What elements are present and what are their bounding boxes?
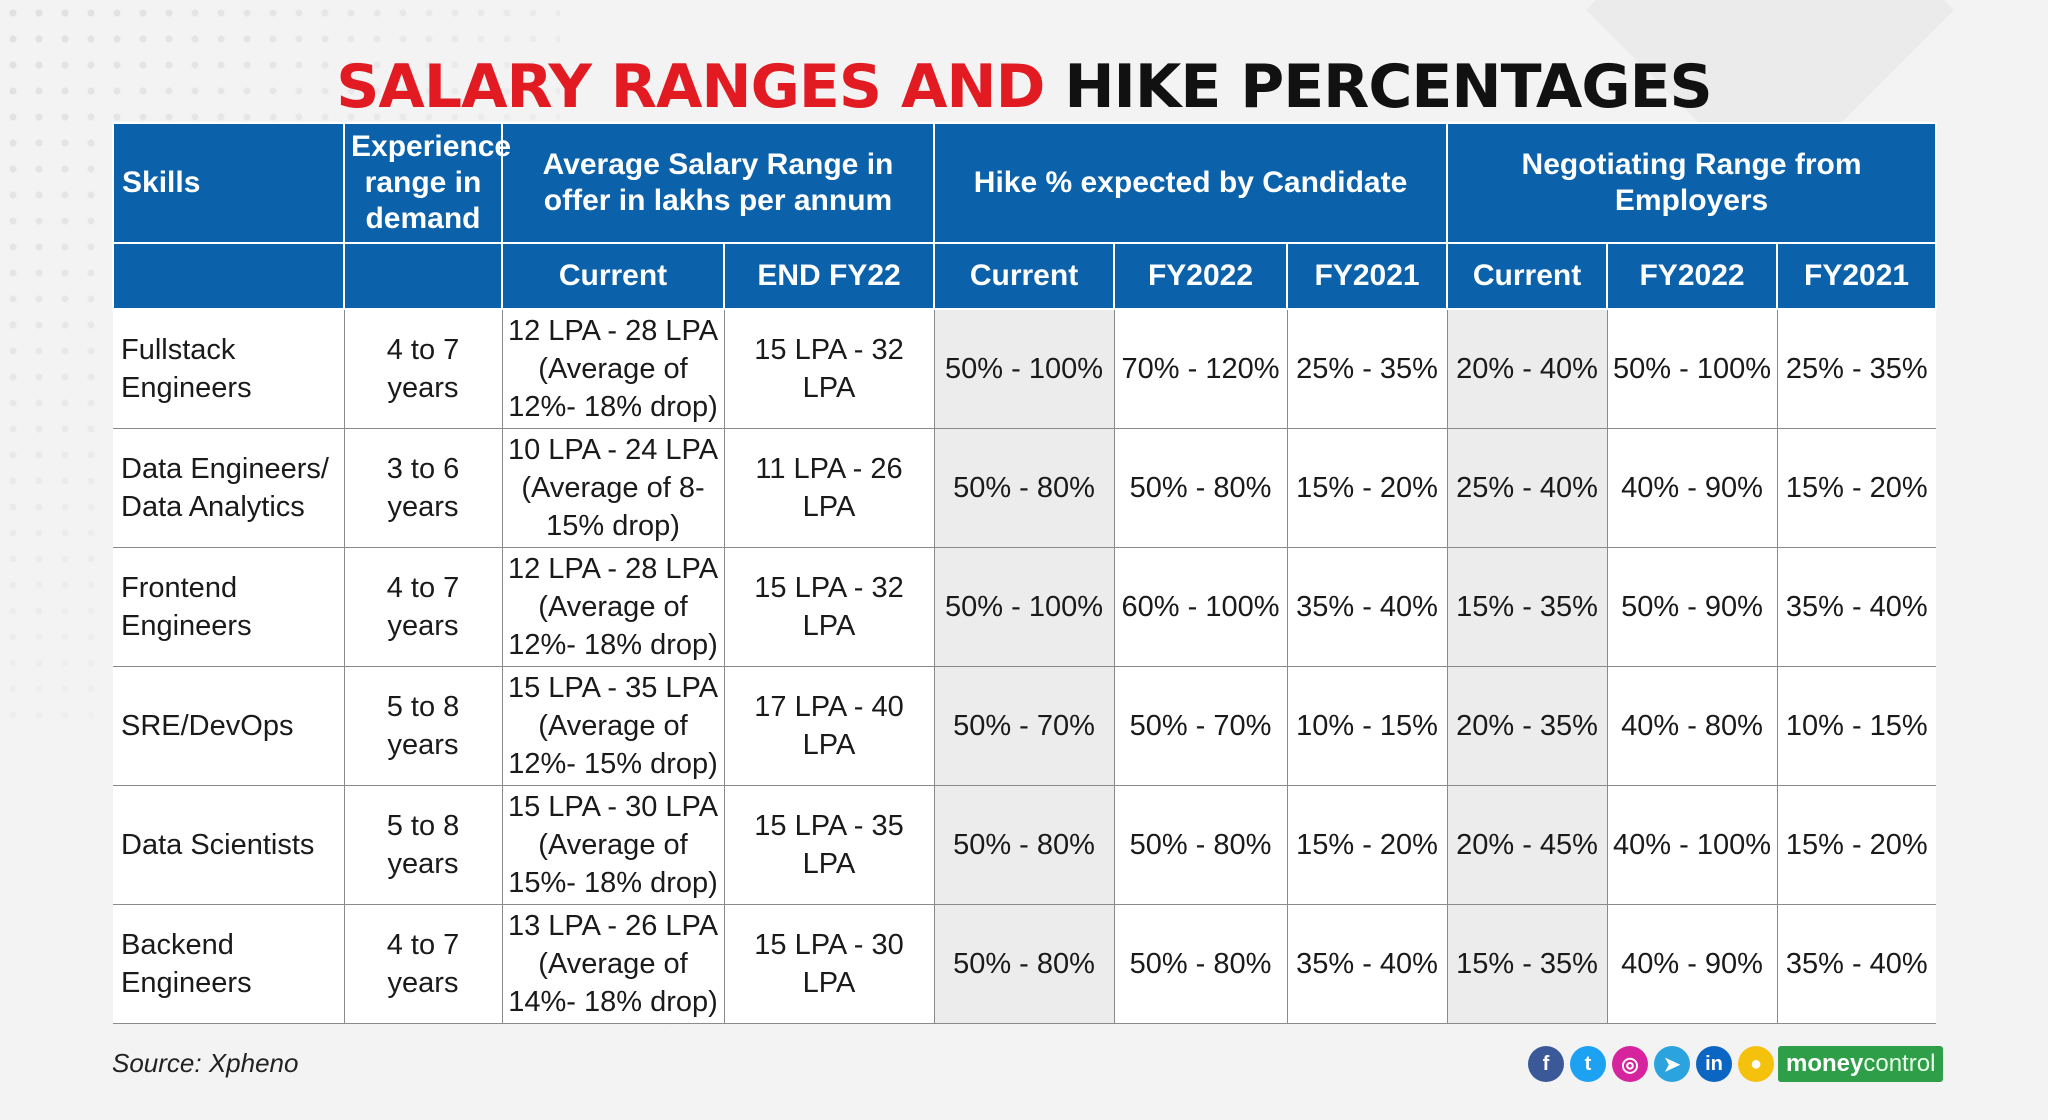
table-cell: 50% - 80%: [933, 904, 1115, 1024]
subheader-row: Current END FY22 Current FY2022 FY2021 C…: [112, 242, 1938, 310]
table-cell: 15% - 20%: [1286, 428, 1448, 548]
table-cell: 50% - 70%: [1113, 666, 1288, 786]
table-cell: 17 LPA - 40 LPA: [723, 666, 935, 786]
table-row: Backend Engineers 4 to 7 years 13 LPA - 26…: [113, 904, 1937, 1024]
logo-control: control: [1863, 1050, 1936, 1077]
table-cell: 35% - 40%: [1776, 547, 1937, 667]
table-cell: 20% - 35%: [1446, 666, 1608, 786]
table-row: Frontend Engineers 4 to 7 years 12 LPA - 2…: [113, 547, 1937, 667]
table-cell: 25% - 35%: [1776, 309, 1937, 429]
instagram-icon[interactable]: ◎: [1612, 1046, 1648, 1082]
telegram-icon[interactable]: ➤: [1654, 1046, 1690, 1082]
table-row: SRE/DevOps 5 to 8 years 15 LPA - 35 LPA (A…: [113, 666, 1937, 786]
koo-icon[interactable]: ●: [1738, 1046, 1774, 1082]
table-cell: 5 to 8 years: [343, 666, 503, 786]
table-cell: 12 LPA - 28 LPA (Average of 12%- 18% dro…: [501, 309, 725, 429]
header-experience: Experience range in demand: [343, 122, 511, 244]
table-cell: 40% - 100%: [1606, 785, 1778, 905]
social-icons: f t ◎ ➤ in ●: [1528, 1046, 1774, 1082]
subheader-empty: [343, 242, 503, 310]
subheader-cell: Current: [933, 242, 1116, 310]
title-red-part: SALARY RANGES AND: [336, 52, 1045, 122]
skill-cell: Frontend Engineers: [113, 547, 345, 667]
table-cell: 4 to 7 years: [343, 309, 503, 429]
table-row: Data Engineers/ Data Analytics 3 to 6 yea…: [113, 428, 1937, 548]
subheader-cell: FY2021: [1286, 242, 1449, 310]
table-cell: 40% - 90%: [1606, 428, 1778, 548]
header-avg-salary: Average Salary Range in offer in lakhs p…: [500, 122, 936, 244]
table-row: Fullstack Engineers 4 to 7 years 12 LPA - …: [113, 309, 1937, 429]
table-cell: 10% - 15%: [1776, 666, 1937, 786]
subheader-cell: Current: [501, 242, 725, 310]
skill-cell: Backend Engineers: [113, 904, 345, 1024]
table-cell: 10% - 15%: [1286, 666, 1448, 786]
table-cell: 15% - 20%: [1776, 785, 1937, 905]
table-cell: 50% - 80%: [1113, 428, 1288, 548]
table-cell: 35% - 40%: [1286, 904, 1448, 1024]
title-black-part: HIKE PERCENTAGES: [1064, 52, 1712, 122]
table-cell: 50% - 80%: [1113, 904, 1288, 1024]
subheader-cell: FY2022: [1606, 242, 1779, 310]
table-cell: 15 LPA - 30 LPA (Average of 15%- 18% dro…: [501, 785, 725, 905]
skill-cell: Data Scientists: [113, 785, 345, 905]
header-skills: Skills: [112, 122, 345, 244]
source-note: Source: Xpheno: [112, 1048, 299, 1078]
table-cell: 4 to 7 years: [343, 904, 503, 1024]
table-cell: 50% - 100%: [933, 547, 1115, 667]
skill-cell: Fullstack Engineers: [113, 309, 345, 429]
table-cell: 13 LPA - 26 LPA (Average of 14%- 18% dro…: [501, 904, 725, 1024]
table-cell: 11 LPA - 26 LPA: [723, 428, 935, 548]
page-title: SALARY RANGES AND HIKE PERCENTAGES: [0, 52, 2048, 122]
table-cell: 10 LPA - 24 LPA (Average of 8-15% drop): [501, 428, 725, 548]
twitter-icon[interactable]: t: [1570, 1046, 1606, 1082]
table-cell: 15 LPA - 32 LPA: [723, 547, 935, 667]
table-cell: 15% - 35%: [1446, 547, 1608, 667]
table-cell: 15% - 35%: [1446, 904, 1608, 1024]
table-cell: 25% - 35%: [1286, 309, 1448, 429]
skill-cell: Data Engineers/ Data Analytics: [113, 428, 345, 548]
table-row: Data Scientists 5 to 8 years 15 LPA - 30 L…: [113, 785, 1937, 905]
table-body: Fullstack Engineers 4 to 7 years 12 LPA - …: [113, 309, 1937, 1024]
table-cell: 50% - 100%: [1606, 309, 1778, 429]
table-cell: 50% - 80%: [1113, 785, 1288, 905]
table-cell: 15% - 20%: [1776, 428, 1937, 548]
table-cell: 50% - 80%: [933, 785, 1115, 905]
header-hike-expected: Hike % expected by Candidate: [933, 122, 1449, 244]
table-cell: 4 to 7 years: [343, 547, 503, 667]
subheader-cell: Current: [1446, 242, 1609, 310]
subheader-cell: END FY22: [722, 242, 936, 310]
salary-table: Skills Experience range in demand Averag…: [112, 122, 1938, 1024]
subheader-cell: FY2021: [1776, 242, 1938, 310]
table-cell: 35% - 40%: [1286, 547, 1448, 667]
table-cell: 50% - 70%: [933, 666, 1115, 786]
table-cell: 20% - 40%: [1446, 309, 1608, 429]
table-cell: 15 LPA - 32 LPA: [723, 309, 935, 429]
header-negotiating: Negotiating Range from Employers: [1446, 122, 1938, 244]
subheader-cell: FY2022: [1113, 242, 1289, 310]
linkedin-icon[interactable]: in: [1696, 1046, 1732, 1082]
table-cell: 60% - 100%: [1113, 547, 1288, 667]
table-cell: 50% - 100%: [933, 309, 1115, 429]
table-cell: 5 to 8 years: [343, 785, 503, 905]
table-cell: 25% - 40%: [1446, 428, 1608, 548]
skill-cell: SRE/DevOps: [113, 666, 345, 786]
header-row: Skills Experience range in demand Averag…: [112, 122, 1938, 244]
table-cell: 70% - 120%: [1113, 309, 1288, 429]
table-cell: 15 LPA - 30 LPA: [723, 904, 935, 1024]
table-cell: 35% - 40%: [1776, 904, 1937, 1024]
logo-money: money: [1786, 1050, 1864, 1077]
table-cell: 50% - 80%: [933, 428, 1115, 548]
table-cell: 15% - 20%: [1286, 785, 1448, 905]
table-cell: 40% - 90%: [1606, 904, 1778, 1024]
table-cell: 40% - 80%: [1606, 666, 1778, 786]
table-cell: 20% - 45%: [1446, 785, 1608, 905]
table-cell: 12 LPA - 28 LPA (Average of 12%- 18% dro…: [501, 547, 725, 667]
subheader-empty: [112, 242, 345, 310]
moneycontrol-logo: moneycontrol: [1778, 1046, 1944, 1082]
facebook-icon[interactable]: f: [1528, 1046, 1564, 1082]
table-cell: 15 LPA - 35 LPA: [723, 785, 935, 905]
table-cell: 15 LPA - 35 LPA (Average of 12%- 15% dro…: [501, 666, 725, 786]
table-cell: 3 to 6 years: [343, 428, 503, 548]
table-cell: 50% - 90%: [1606, 547, 1778, 667]
